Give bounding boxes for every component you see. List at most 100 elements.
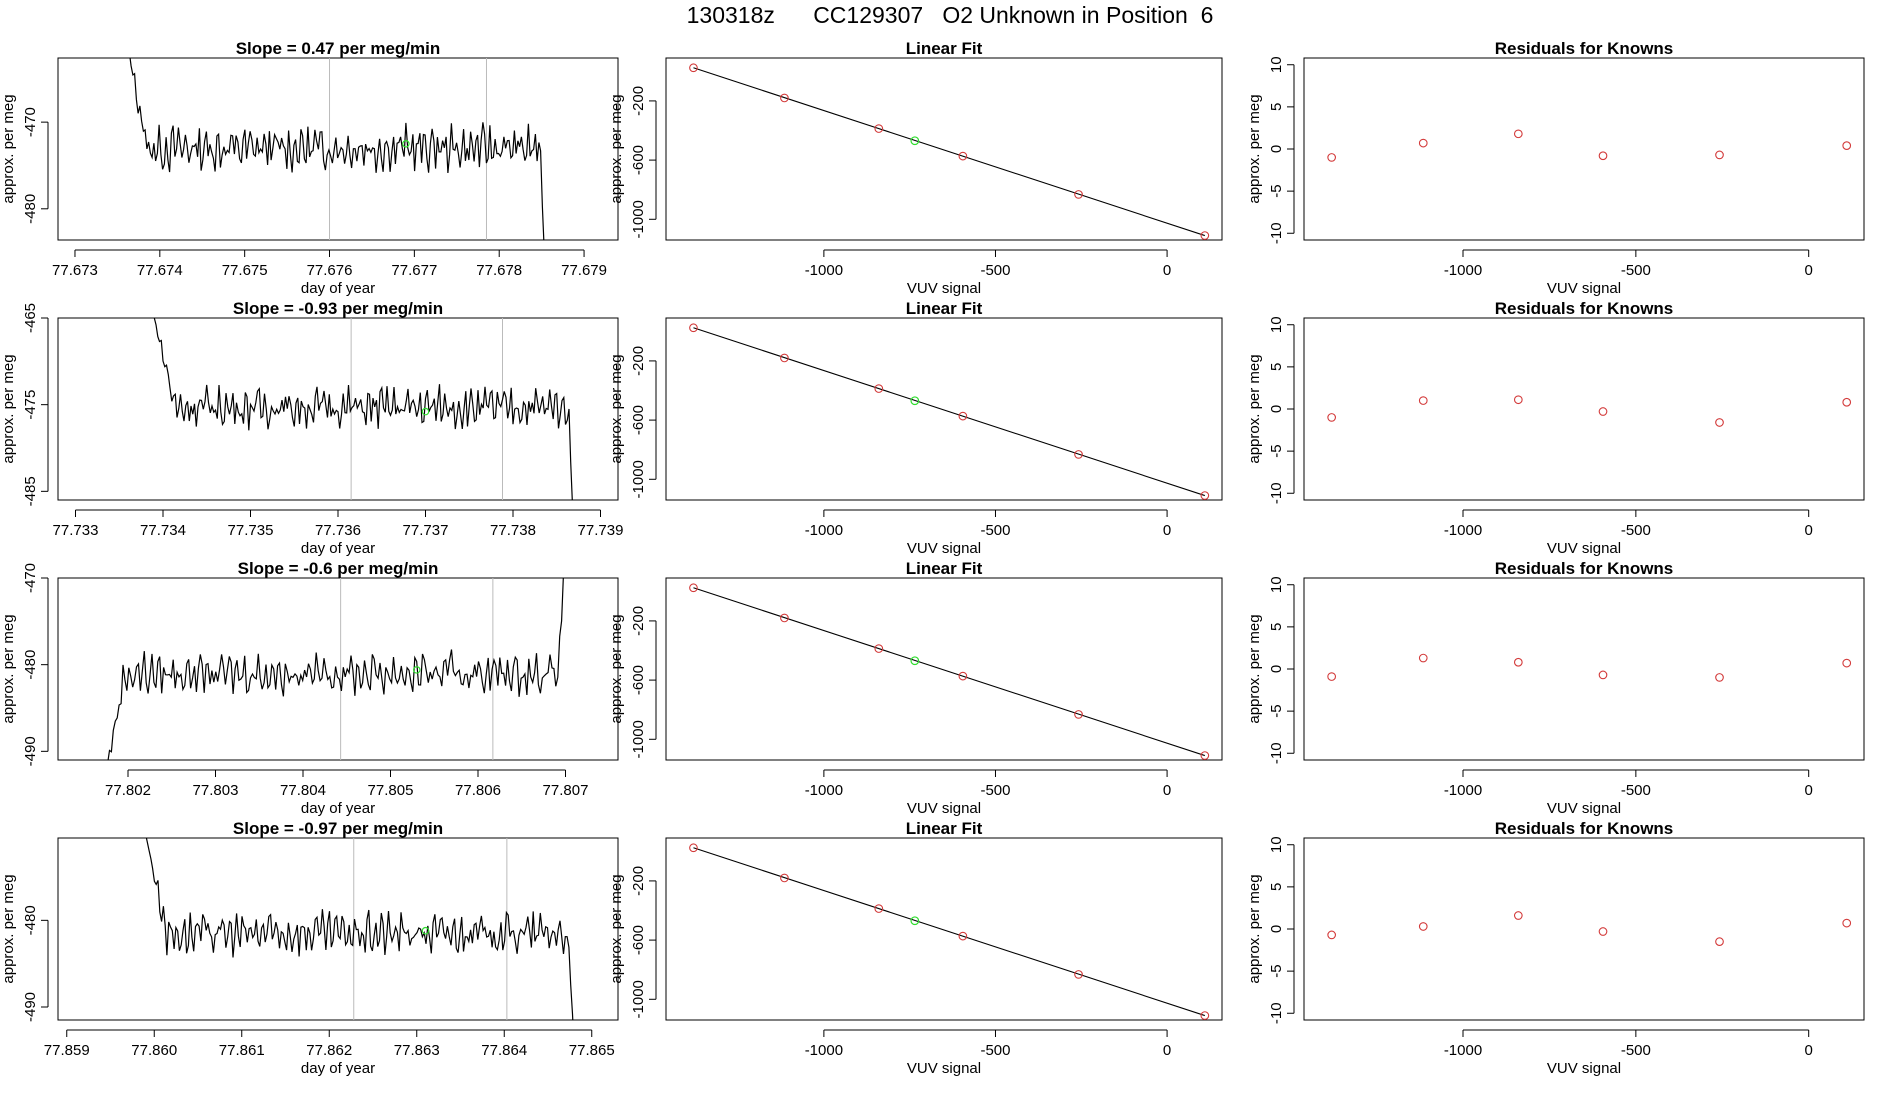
plot-area [1327, 653, 1852, 682]
x-axis-label: day of year [301, 800, 375, 817]
x-tick-label: -500 [1621, 262, 1651, 279]
y-tick-label: -470 [22, 107, 39, 137]
x-tick-label: 0 [1805, 522, 1813, 539]
x-tick-label: 77.679 [561, 262, 607, 279]
y-tick-label: -490 [22, 736, 39, 766]
y-tick-label: -1000 [630, 460, 647, 498]
panel-2-1: Slope = -0.93 per meg/min 77.733 77.734 77.… [0, 299, 623, 557]
y-axis-label: approx. per meg [608, 354, 625, 463]
known-point [689, 843, 698, 853]
x-tick-label: 77.802 [105, 782, 151, 799]
y-axis-label: approx. per meg [0, 614, 17, 723]
x-tick-label: -1000 [1444, 1042, 1482, 1059]
panel-title: Linear Fit [906, 559, 983, 578]
x-tick-label: 0 [1163, 522, 1171, 539]
unknown-point [910, 656, 920, 666]
known-point [1200, 1011, 1210, 1020]
y-tick-label: -5 [1268, 184, 1285, 197]
residual-point [1598, 670, 1608, 680]
y-tick-label: -480 [22, 650, 39, 680]
residual-point [1598, 927, 1608, 936]
panel-title: Linear Fit [906, 819, 983, 838]
x-tick-label: 77.673 [52, 262, 98, 279]
signal-trace [153, 318, 573, 500]
panel-title: Slope = 0.47 per meg/min [236, 39, 441, 58]
y-tick-label: -1000 [630, 720, 647, 758]
y-tick-label: -200 [630, 86, 647, 116]
x-axis-label: day of year [301, 540, 375, 557]
y-tick-label: -480 [22, 905, 39, 935]
known-point [874, 384, 884, 393]
y-axis-label: approx. per meg [1246, 614, 1263, 723]
x-tick-label: 0 [1805, 782, 1813, 799]
known-point [874, 904, 884, 913]
panel-4-3: Residuals for Knowns -1000 -500 0 VUV signal… [1246, 819, 1865, 1077]
fit-line [693, 67, 1206, 237]
plot-frame [57, 57, 619, 241]
y-tick-label: 0 [1268, 925, 1285, 933]
x-axis-label: day of year [301, 280, 375, 297]
x-axis-label: VUV signal [1547, 280, 1621, 297]
y-tick-label: 10 [1268, 836, 1285, 853]
plot-frame [1303, 577, 1865, 761]
x-tick-label: 77.734 [140, 522, 186, 539]
unknown-point [910, 396, 920, 406]
panel-4-2: Linear Fit -1000 -500 0 VUV signal -200 -600 -1… [608, 819, 1223, 1077]
residual-point [1327, 413, 1337, 422]
x-tick-label: -1000 [1444, 262, 1482, 279]
x-tick-label: 77.678 [476, 262, 522, 279]
plot-area [1327, 395, 1852, 427]
residual-point [1598, 407, 1608, 416]
plot-frame [1303, 837, 1865, 1021]
x-tick-label: -500 [980, 262, 1010, 279]
x-tick-label: 77.860 [131, 1042, 177, 1059]
y-tick-label: -10 [1268, 482, 1285, 504]
x-tick-label: -1000 [805, 1042, 843, 1059]
x-tick-label: -500 [980, 522, 1010, 539]
x-axis-label: day of year [301, 1060, 375, 1077]
unknown-point [910, 136, 920, 146]
plot-area [107, 578, 564, 760]
y-tick-label: 5 [1268, 103, 1285, 111]
known-point [958, 671, 968, 681]
plot-frame [665, 317, 1223, 501]
residual-point [1842, 658, 1852, 668]
panel-1-3: Residuals for Knowns -1000 -500 0 VUV signal… [1246, 39, 1865, 297]
y-axis-label: approx. per meg [0, 354, 17, 463]
known-point [780, 613, 789, 623]
x-axis-label: VUV signal [1547, 1060, 1621, 1077]
residual-point [1715, 150, 1724, 160]
y-tick-label: -600 [630, 925, 647, 955]
residual-point [1327, 153, 1337, 162]
known-point [1074, 970, 1083, 979]
known-point [780, 873, 789, 883]
plot-area [145, 838, 574, 1020]
y-axis-label: approx. per meg [0, 94, 17, 203]
y-axis-label: approx. per meg [608, 874, 625, 983]
y-tick-label: -5 [1268, 964, 1285, 977]
x-axis-label: VUV signal [907, 280, 981, 297]
figure-title: 130318z CC129307 O2 Unknown in Position … [686, 2, 1214, 28]
y-tick-label: -470 [22, 563, 39, 593]
known-point [958, 411, 968, 421]
x-tick-label: 77.864 [481, 1042, 527, 1059]
residual-point [1418, 396, 1428, 405]
y-tick-label: -600 [630, 405, 647, 435]
y-axis-label: approx. per meg [0, 874, 17, 983]
plot-frame [57, 317, 619, 501]
residual-point [1842, 397, 1852, 407]
panel-title: Linear Fit [906, 39, 983, 58]
residual-point [1842, 141, 1852, 150]
y-tick-label: 5 [1268, 883, 1285, 891]
x-tick-label: 77.807 [543, 782, 589, 799]
panel-2-2: Linear Fit -1000 -500 0 VUV signal -200 -600 -1… [608, 299, 1223, 557]
panel-1-2: Linear Fit -1000 -500 0 VUV signal -200 -600 -1… [608, 39, 1223, 297]
x-tick-label: 77.863 [394, 1042, 440, 1059]
residual-point [1842, 918, 1852, 928]
fit-line [693, 327, 1206, 497]
plot-area [689, 63, 1210, 240]
known-point [689, 63, 698, 73]
x-axis-label: VUV signal [1547, 800, 1621, 817]
residual-point [1715, 673, 1724, 682]
signal-trace [107, 578, 564, 760]
